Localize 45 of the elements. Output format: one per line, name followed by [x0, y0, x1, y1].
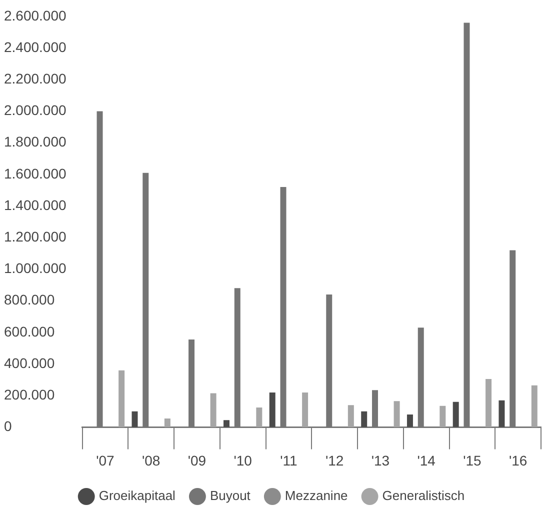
- bar: [406, 414, 413, 428]
- y-tick-label: 400.000: [4, 354, 55, 371]
- bar: [531, 385, 538, 428]
- legend-label: Buyout: [210, 488, 251, 504]
- bar: [223, 420, 230, 428]
- y-tick-label: 2.600.000: [4, 7, 66, 24]
- bar: [256, 407, 262, 428]
- bar: [132, 411, 138, 428]
- y-tick-label: 600.000: [4, 323, 55, 340]
- y-tick-label: 2.400.000: [4, 38, 66, 55]
- bar: [302, 392, 308, 428]
- bar: [486, 379, 492, 428]
- x-tick-label: '13: [371, 452, 390, 468]
- y-tick-label: 2.200.000: [4, 70, 66, 86]
- x-tick-label: '14: [417, 452, 436, 468]
- y-tick-label: 1.800.000: [4, 134, 66, 150]
- bar: [498, 400, 505, 428]
- y-tick-label: 1.200.000: [4, 228, 66, 244]
- y-tick-label: 800.000: [4, 292, 55, 308]
- y-tick-label: 2.000.000: [4, 102, 66, 118]
- bar: [440, 406, 446, 428]
- bar: [210, 393, 216, 428]
- x-tick-label: '08: [142, 452, 160, 468]
- y-tick-label: 1.400.000: [4, 196, 66, 213]
- bar: [269, 392, 276, 428]
- legend-label: Groeikapitaal: [98, 488, 176, 504]
- bar: [164, 418, 170, 428]
- bar: [348, 405, 354, 428]
- legend-label: Mezzanine: [284, 488, 348, 504]
- x-tick-label: '15: [463, 452, 482, 468]
- x-tick-label: '11: [280, 452, 298, 468]
- bar: [394, 401, 400, 428]
- x-tick-label: '07: [96, 452, 115, 468]
- bar: [118, 370, 125, 428]
- y-tick-label: 0: [4, 418, 12, 434]
- x-tick-label: '09: [188, 452, 206, 468]
- x-tick-label: '16: [508, 452, 528, 468]
- bar: [361, 411, 368, 428]
- bar: [452, 402, 459, 428]
- x-tick-label: '12: [325, 452, 344, 468]
- legend-label: Generalistisch: [382, 488, 465, 504]
- x-tick-label: '10: [234, 452, 252, 468]
- y-tick-label: 200.000: [4, 386, 55, 402]
- y-tick-label: 1.600.000: [4, 165, 66, 182]
- y-tick-label: 1.000.000: [4, 260, 66, 276]
